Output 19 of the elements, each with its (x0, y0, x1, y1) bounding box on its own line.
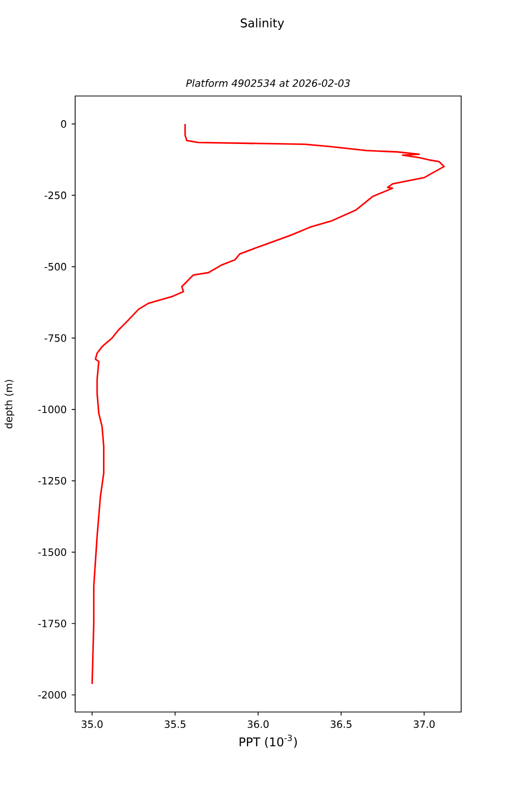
y-tick-label: -1500 (38, 548, 66, 556)
y-tick-label: 0 (61, 120, 66, 128)
y-axis-title: depth (m) (4, 380, 14, 428)
x-tick-label: 35.5 (164, 720, 186, 728)
y-tick-label: -2000 (38, 691, 66, 699)
x-tick-label: 36.5 (330, 720, 352, 728)
y-tick-label: -1000 (38, 406, 66, 414)
y-tick-label: -500 (44, 262, 66, 270)
chart-subtitle: Platform 4902534 at 2026-02-03 (186, 79, 350, 87)
y-tick-label: -250 (44, 192, 66, 200)
chart-title: Salinity (240, 18, 284, 30)
y-tick-label: -1750 (38, 620, 66, 628)
y-tick-label: -1250 (38, 476, 66, 485)
x-tick-label: 37.0 (414, 720, 435, 728)
x-tick-label: 36.0 (248, 720, 269, 728)
line-series (91, 123, 445, 685)
x-tick-label: 35.0 (82, 720, 102, 728)
x-axis-title: PPT (10$^{-3}$) (240, 734, 297, 748)
y-tick-label: -750 (44, 334, 66, 342)
